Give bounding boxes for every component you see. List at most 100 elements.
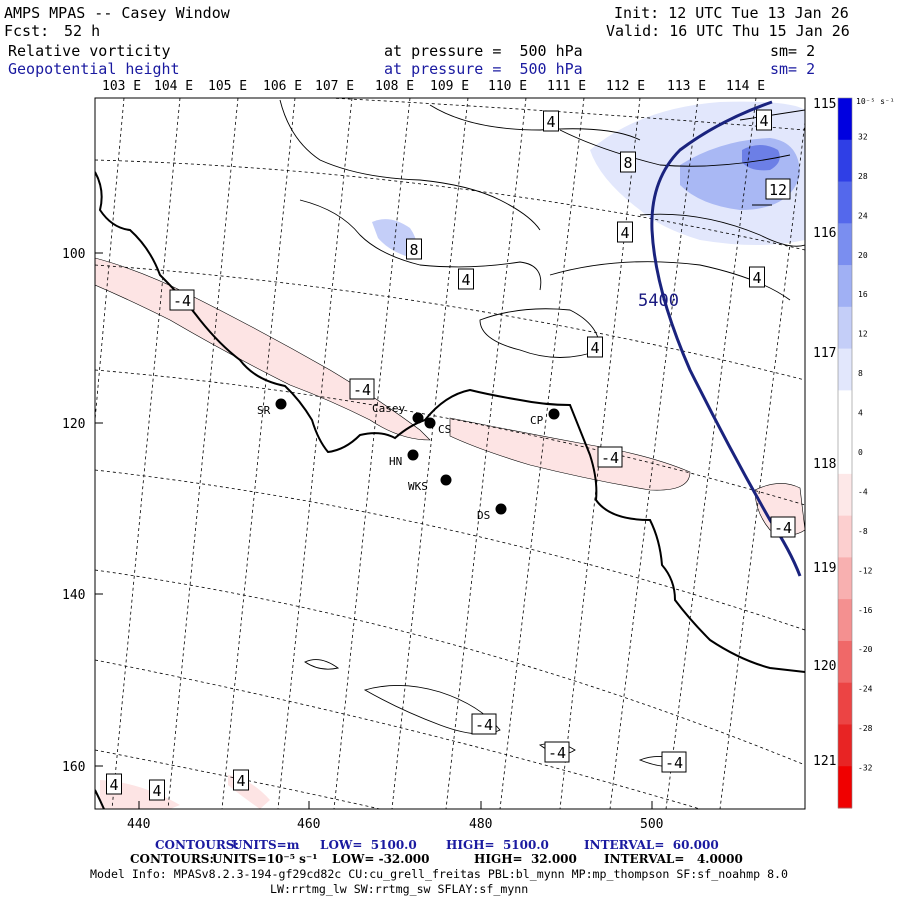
vort-contours-low: LOW= -32.000	[332, 852, 430, 866]
top-lon-label: 113 E	[667, 79, 706, 94]
vort-contours-interval: INTERVAL= 4.0000	[604, 852, 743, 866]
colorbar-segment	[838, 223, 852, 266]
top-lon-label: 109 E	[430, 79, 469, 94]
top-lon-label: 111 E	[547, 79, 586, 94]
colorbar-segment	[838, 724, 852, 767]
vort-label: -4	[548, 744, 566, 762]
height-contour-5400	[650, 100, 802, 577]
vort-label: 4	[620, 224, 629, 242]
vort-label: 8	[409, 241, 418, 259]
vort-label: 12	[769, 181, 787, 199]
colorbar-frame	[837, 97, 853, 809]
vort-label: -4	[173, 292, 191, 310]
colorbar-label: 28	[858, 172, 868, 181]
forecast-label: Fcst:	[4, 22, 50, 40]
colorbar-unit: 10⁻⁵ s⁻¹	[856, 97, 895, 106]
station-marker	[440, 474, 452, 486]
colorbar-label: -8	[858, 527, 868, 536]
colorbar-label: -12	[858, 566, 873, 575]
top-lon-label: 107 E	[315, 79, 354, 94]
vorticity-labels: 4 4 8 12 8 4 4 4 4 -4 -4 -4 -4 4 4 4 -4 -4 -4	[106, 109, 796, 801]
vort-label: 4	[759, 112, 768, 130]
forecast-hours: 52 h	[64, 22, 101, 40]
colorbar-segment	[838, 599, 852, 642]
station-label: CS	[438, 423, 451, 436]
vort-label-box	[765, 178, 791, 200]
y-tick-label: 100	[62, 247, 85, 262]
init-time: Init: 12 UTC Tue 13 Jan 26	[614, 4, 849, 22]
height-contours-low: LOW= 5100.0	[320, 838, 417, 852]
y-axis-ticks: 100 120 140 160	[62, 247, 103, 775]
vort-label-box	[617, 221, 633, 243]
station-markers: SR Casey CS CP HN WKS DS	[257, 398, 560, 522]
vort-label: 4	[109, 776, 118, 794]
vort-label-box	[543, 110, 559, 132]
vort-label-box	[349, 378, 375, 400]
colorbar-label: -4	[858, 487, 868, 496]
top-lon-label: 112 E	[606, 79, 645, 94]
colorbar-label: 0	[858, 448, 863, 457]
vort-label: -4	[774, 519, 792, 537]
vort-label: 4	[236, 772, 245, 790]
colorbar-segment	[838, 640, 852, 684]
station-label: DS	[477, 509, 490, 522]
x-tick-label: 440	[127, 817, 150, 830]
valid-time: Valid: 16 UTC Thu 15 Jan 26	[606, 22, 850, 40]
positive-vorticity-shading	[372, 101, 805, 258]
station-label: Casey	[372, 402, 405, 415]
colorbar-segment	[838, 390, 852, 433]
colorbar-segment	[838, 515, 852, 558]
colorbar-label: 16	[858, 290, 868, 299]
top-lon-label: 108 E	[375, 79, 414, 94]
vort-label-box	[106, 773, 122, 795]
vort-label-box	[233, 769, 249, 791]
colorbar-segment	[838, 348, 852, 391]
colorbar: 10⁻⁵ s⁻¹ 32 28 24 20 16 12 8 4 0 -4 -8 -12 -16 -20 -24 -…	[837, 97, 895, 809]
colorbar-label: 32	[858, 132, 868, 141]
map-frame	[94, 97, 806, 810]
vort-label: -4	[665, 754, 683, 772]
colorbar-label: 8	[858, 369, 863, 378]
station-label: HN	[389, 455, 402, 468]
x-tick-label: 460	[297, 817, 320, 830]
vort-label-box	[471, 713, 497, 735]
plot-title: AMPS MPAS -- Casey Window	[4, 4, 230, 22]
station-label: SR	[257, 404, 271, 417]
top-longitude-labels: 103 E 104 E 105 E 106 E 107 E 108 E 109 E 110 E…	[102, 79, 765, 94]
colorbar-segment	[838, 139, 852, 183]
colorbar-segment	[838, 766, 852, 809]
station-label: WKS	[408, 480, 428, 493]
top-lon-label: 106 E	[263, 79, 302, 94]
vort-label: 4	[752, 269, 761, 287]
colorbar-segment	[838, 265, 852, 308]
colorbar-segment	[838, 181, 852, 224]
x-tick-label: 500	[640, 817, 663, 830]
vort-contours-high: HIGH= 32.000	[474, 852, 577, 866]
colorbar-label: 12	[858, 330, 868, 339]
y-tick-label: 140	[62, 588, 85, 603]
vort-label: 4	[546, 113, 555, 131]
colorbar-segment	[838, 432, 852, 475]
colorbar-label: -16	[858, 606, 873, 615]
colorbar-label: 4	[858, 409, 863, 418]
vort-label: 4	[152, 782, 161, 800]
y-tick-label: 160	[62, 760, 85, 775]
colorbar-segment	[838, 98, 852, 141]
field1-smoothing: sm= 2	[770, 42, 816, 60]
vort-label-box	[756, 109, 772, 131]
station-label: CP	[530, 414, 544, 427]
x-axis-ticks: 440 460 480 500	[127, 801, 663, 830]
top-lon-label: 114 E	[726, 79, 765, 94]
vort-label: 4	[461, 271, 470, 289]
vort-label: -4	[475, 716, 493, 734]
station-marker	[424, 417, 436, 429]
map-plot: 103 E 104 E 105 E 106 E 107 E 108 E 109 E 110 E…	[62, 79, 895, 830]
colorbar-segment	[838, 473, 852, 517]
vort-label-box	[597, 446, 623, 468]
height-contours-title: CONTOURS:	[155, 838, 239, 852]
station-marker	[495, 503, 507, 515]
colorbar-label: -20	[858, 645, 873, 654]
vort-label-box	[587, 336, 603, 358]
vort-contours-title: CONTOURS:	[130, 852, 214, 866]
station-marker	[412, 412, 424, 424]
